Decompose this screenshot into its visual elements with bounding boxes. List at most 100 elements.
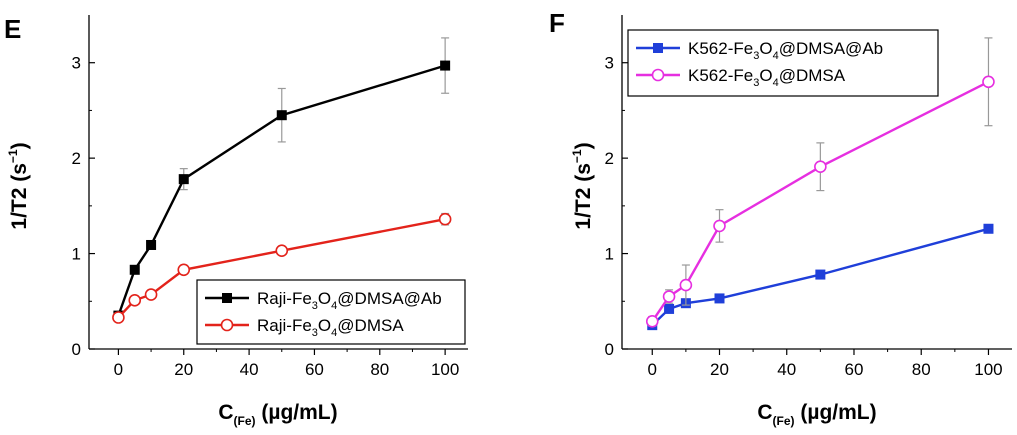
- x-tick-label: 20: [174, 360, 193, 379]
- legend-label: K562-Fe3O4@DMSA: [688, 66, 846, 89]
- data-point: [178, 174, 189, 185]
- legend-label-sub: 3: [312, 300, 318, 312]
- x-tick-label: 40: [240, 360, 259, 379]
- legend-label-part: O: [759, 66, 772, 85]
- x-tick-label: 80: [370, 360, 389, 379]
- y-tick-label: 1: [72, 245, 81, 264]
- x-axis-title: C(Fe) (µg/mL): [218, 401, 337, 428]
- data-point: [275, 244, 289, 258]
- x-axis-title-sub: (Fe): [234, 414, 256, 428]
- x-tick-label: 100: [974, 360, 1002, 379]
- x-axis-title-rest: (µg/mL): [795, 401, 877, 424]
- x-tick-label: 100: [431, 360, 459, 379]
- series-line: [117, 64, 446, 317]
- x-axis-title-rest: (µg/mL): [256, 401, 338, 424]
- y-tick-label: 1: [605, 245, 614, 264]
- x-tick-label: 0: [648, 360, 657, 379]
- data-point: [146, 239, 157, 250]
- legend-label-part: Raji-Fe: [257, 289, 312, 308]
- y-tick-label: 2: [72, 149, 81, 168]
- legend-box: [627, 29, 939, 97]
- data-point: [128, 294, 142, 307]
- data-point: [440, 60, 451, 71]
- legend-label-sub: 3: [312, 327, 318, 339]
- data-point: [129, 264, 140, 275]
- y-axis-title-sup: −1: [6, 149, 20, 163]
- data-point: [112, 311, 125, 324]
- chart-panel-e: E 0 1 2 3 0 20 40 60 80 100 C(Fe) (µg/mL) 1/T2 (s−1)…: [4, 14, 468, 428]
- legend-label: K562-Fe3O4@DMSA@Ab: [688, 39, 883, 62]
- series-0: [647, 223, 994, 331]
- series-1: [645, 37, 995, 328]
- x-tick-label: 60: [305, 360, 324, 379]
- x-tick-label: 60: [845, 360, 864, 379]
- legend-label-part: @DMSA@Ab: [779, 39, 883, 58]
- data-point: [662, 290, 676, 303]
- legend-label-part: O: [759, 39, 772, 58]
- x-tick-label: 20: [710, 360, 729, 379]
- data-point: [713, 219, 726, 233]
- data-point: [815, 269, 826, 280]
- y-tick-label: 3: [72, 54, 81, 73]
- panel-label: E: [4, 14, 21, 44]
- legend-label-sub: 4: [331, 327, 337, 339]
- legend-label-sub: 4: [773, 77, 779, 89]
- y-axis-title-main: 1/T2 (s: [572, 163, 595, 230]
- y-axis-title-sup: −1: [570, 149, 584, 163]
- panel-label: F: [549, 8, 565, 38]
- legend-label: Raji-Fe3O4@DMSA: [257, 316, 404, 339]
- legend-label-part: @DMSA: [779, 66, 846, 85]
- data-point: [664, 303, 675, 314]
- legend-label-part: K562-Fe: [688, 39, 753, 58]
- data-point: [144, 288, 158, 301]
- data-point: [814, 160, 827, 174]
- y-axis-title: 1/T2 (s−1): [570, 142, 595, 229]
- x-tick-label: 0: [114, 360, 123, 379]
- y-axis-title-rest: ): [8, 142, 31, 149]
- data-point: [276, 110, 287, 121]
- data-point: [438, 212, 452, 226]
- legend-marker: [653, 43, 663, 53]
- x-axis-title-main: C: [218, 401, 233, 424]
- y-tick-label: 0: [605, 340, 614, 359]
- data-point: [177, 263, 191, 277]
- data-point: [714, 293, 725, 304]
- x-tick-label: 40: [777, 360, 796, 379]
- y-tick-label: 2: [605, 149, 614, 168]
- chart-panel-f: F 0 1 2 3 0 20 40 60 80 100 C(Fe) (µg/mL) 1/T2 (s−1)…: [549, 8, 1012, 428]
- legend-label: Raji-Fe3O4@DMSA@Ab: [257, 289, 442, 312]
- legend-label-part: O: [318, 316, 331, 335]
- data-point: [679, 278, 693, 292]
- y-tick-label: 0: [72, 340, 81, 359]
- series-1: [112, 212, 452, 324]
- y-tick-label: 3: [605, 54, 614, 73]
- series-0: [113, 37, 451, 321]
- legend-marker: [651, 68, 665, 82]
- x-axis-title-main: C: [757, 401, 772, 424]
- legend-marker: [220, 318, 234, 332]
- x-axis-title-sub: (Fe): [773, 414, 795, 428]
- y-axis-title: 1/T2 (s−1): [6, 142, 31, 229]
- legend-label-sub: 3: [753, 77, 759, 89]
- legend-label-part: @DMSA: [337, 316, 404, 335]
- x-axis-title: C(Fe) (µg/mL): [757, 401, 876, 428]
- legend-label-sub: 4: [773, 50, 779, 62]
- y-axis-title-main: 1/T2 (s: [8, 163, 31, 230]
- legend-label-part: Raji-Fe: [257, 316, 312, 335]
- data-point: [645, 315, 659, 328]
- legend-label-part: @DMSA@Ab: [337, 289, 441, 308]
- data-point: [982, 75, 995, 89]
- legend-box: [196, 279, 466, 345]
- data-point: [983, 223, 994, 234]
- series-line: [651, 80, 990, 322]
- y-axis-title-rest: ): [572, 142, 595, 149]
- legend-label-part: O: [318, 289, 331, 308]
- legend-label-sub: 4: [331, 300, 337, 312]
- legend-label-sub: 3: [753, 50, 759, 62]
- legend-marker: [222, 293, 232, 303]
- x-tick-label: 80: [912, 360, 931, 379]
